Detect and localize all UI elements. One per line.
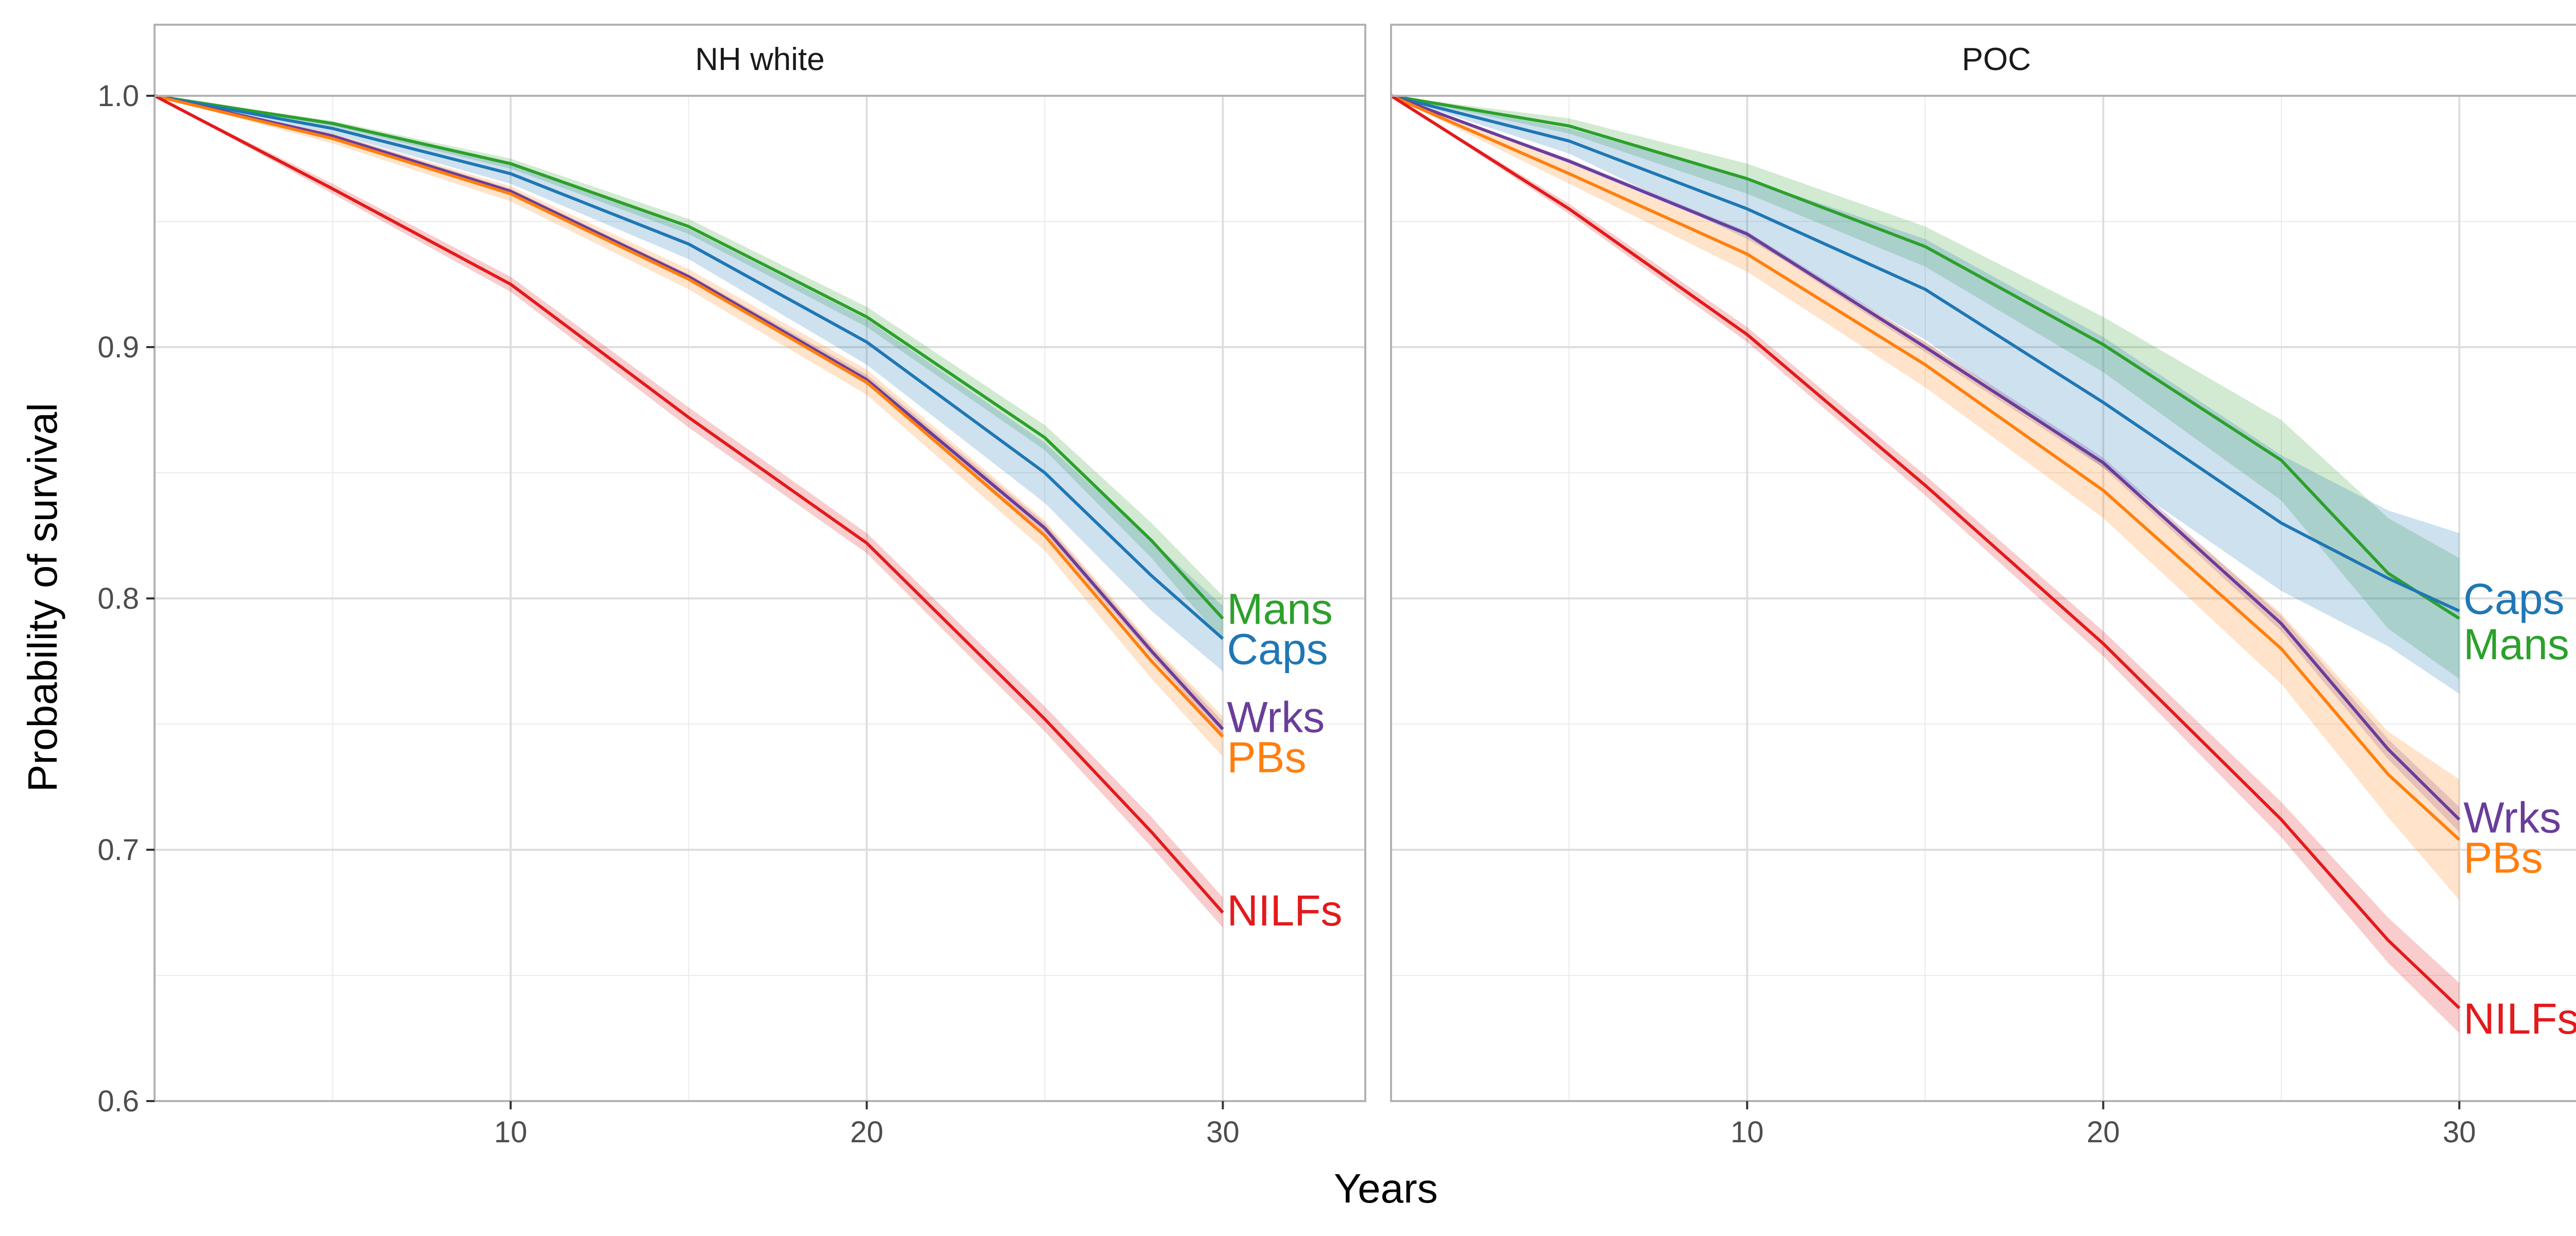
y-tick-label: 1.0 (97, 79, 139, 113)
x-tick-label: 10 (494, 1115, 528, 1149)
series-line-caps (154, 94, 1224, 640)
end-label-caps: Caps (1227, 625, 1328, 674)
series-line-wrks (154, 94, 1224, 730)
end-label-mans: Mans (1227, 585, 1333, 633)
series-line-pbs (1390, 94, 2461, 841)
x-axis-title: Years (1334, 1165, 1438, 1211)
end-label-wrks: Wrks (1227, 693, 1325, 741)
x-tick-label: 20 (2087, 1115, 2120, 1149)
y-tick-label: 0.6 (97, 1085, 139, 1118)
series-line-nilfs (154, 94, 1224, 914)
series-line-mans (154, 94, 1224, 620)
x-tick-label: 10 (1731, 1115, 1764, 1149)
x-tick-label: 20 (850, 1115, 884, 1149)
end-label-caps: Caps (2464, 575, 2565, 623)
end-label-wrks: Wrks (2464, 794, 2562, 842)
end-label-pbs: PBs (2464, 834, 2543, 882)
x-tick-label: 30 (2443, 1115, 2476, 1149)
y-axis-title: Probability of survival (20, 403, 65, 792)
series-line-pbs (154, 94, 1224, 738)
series-line-wrks (1390, 94, 2461, 821)
facet-strip (1390, 24, 2576, 97)
series-line-nilfs (1390, 94, 2461, 1009)
series-line-caps (1391, 94, 2460, 613)
end-label-mans: Mans (2464, 620, 2569, 668)
x-tick-label: 30 (1206, 1115, 1240, 1149)
facet-title: NH white (695, 42, 825, 77)
end-label-nilfs: NILFs (1227, 886, 1343, 935)
end-label-pbs: PBs (1227, 733, 1307, 781)
y-tick-label: 0.7 (97, 833, 139, 867)
end-label-nilfs: NILFs (2464, 994, 2576, 1043)
facet-strip (154, 24, 1366, 97)
y-tick-label: 0.8 (97, 582, 139, 615)
panel-border (1390, 95, 2576, 1102)
y-tick-label: 0.9 (97, 331, 139, 364)
facet-title: POC (1962, 42, 2031, 77)
series-line-mans (1391, 94, 2461, 620)
